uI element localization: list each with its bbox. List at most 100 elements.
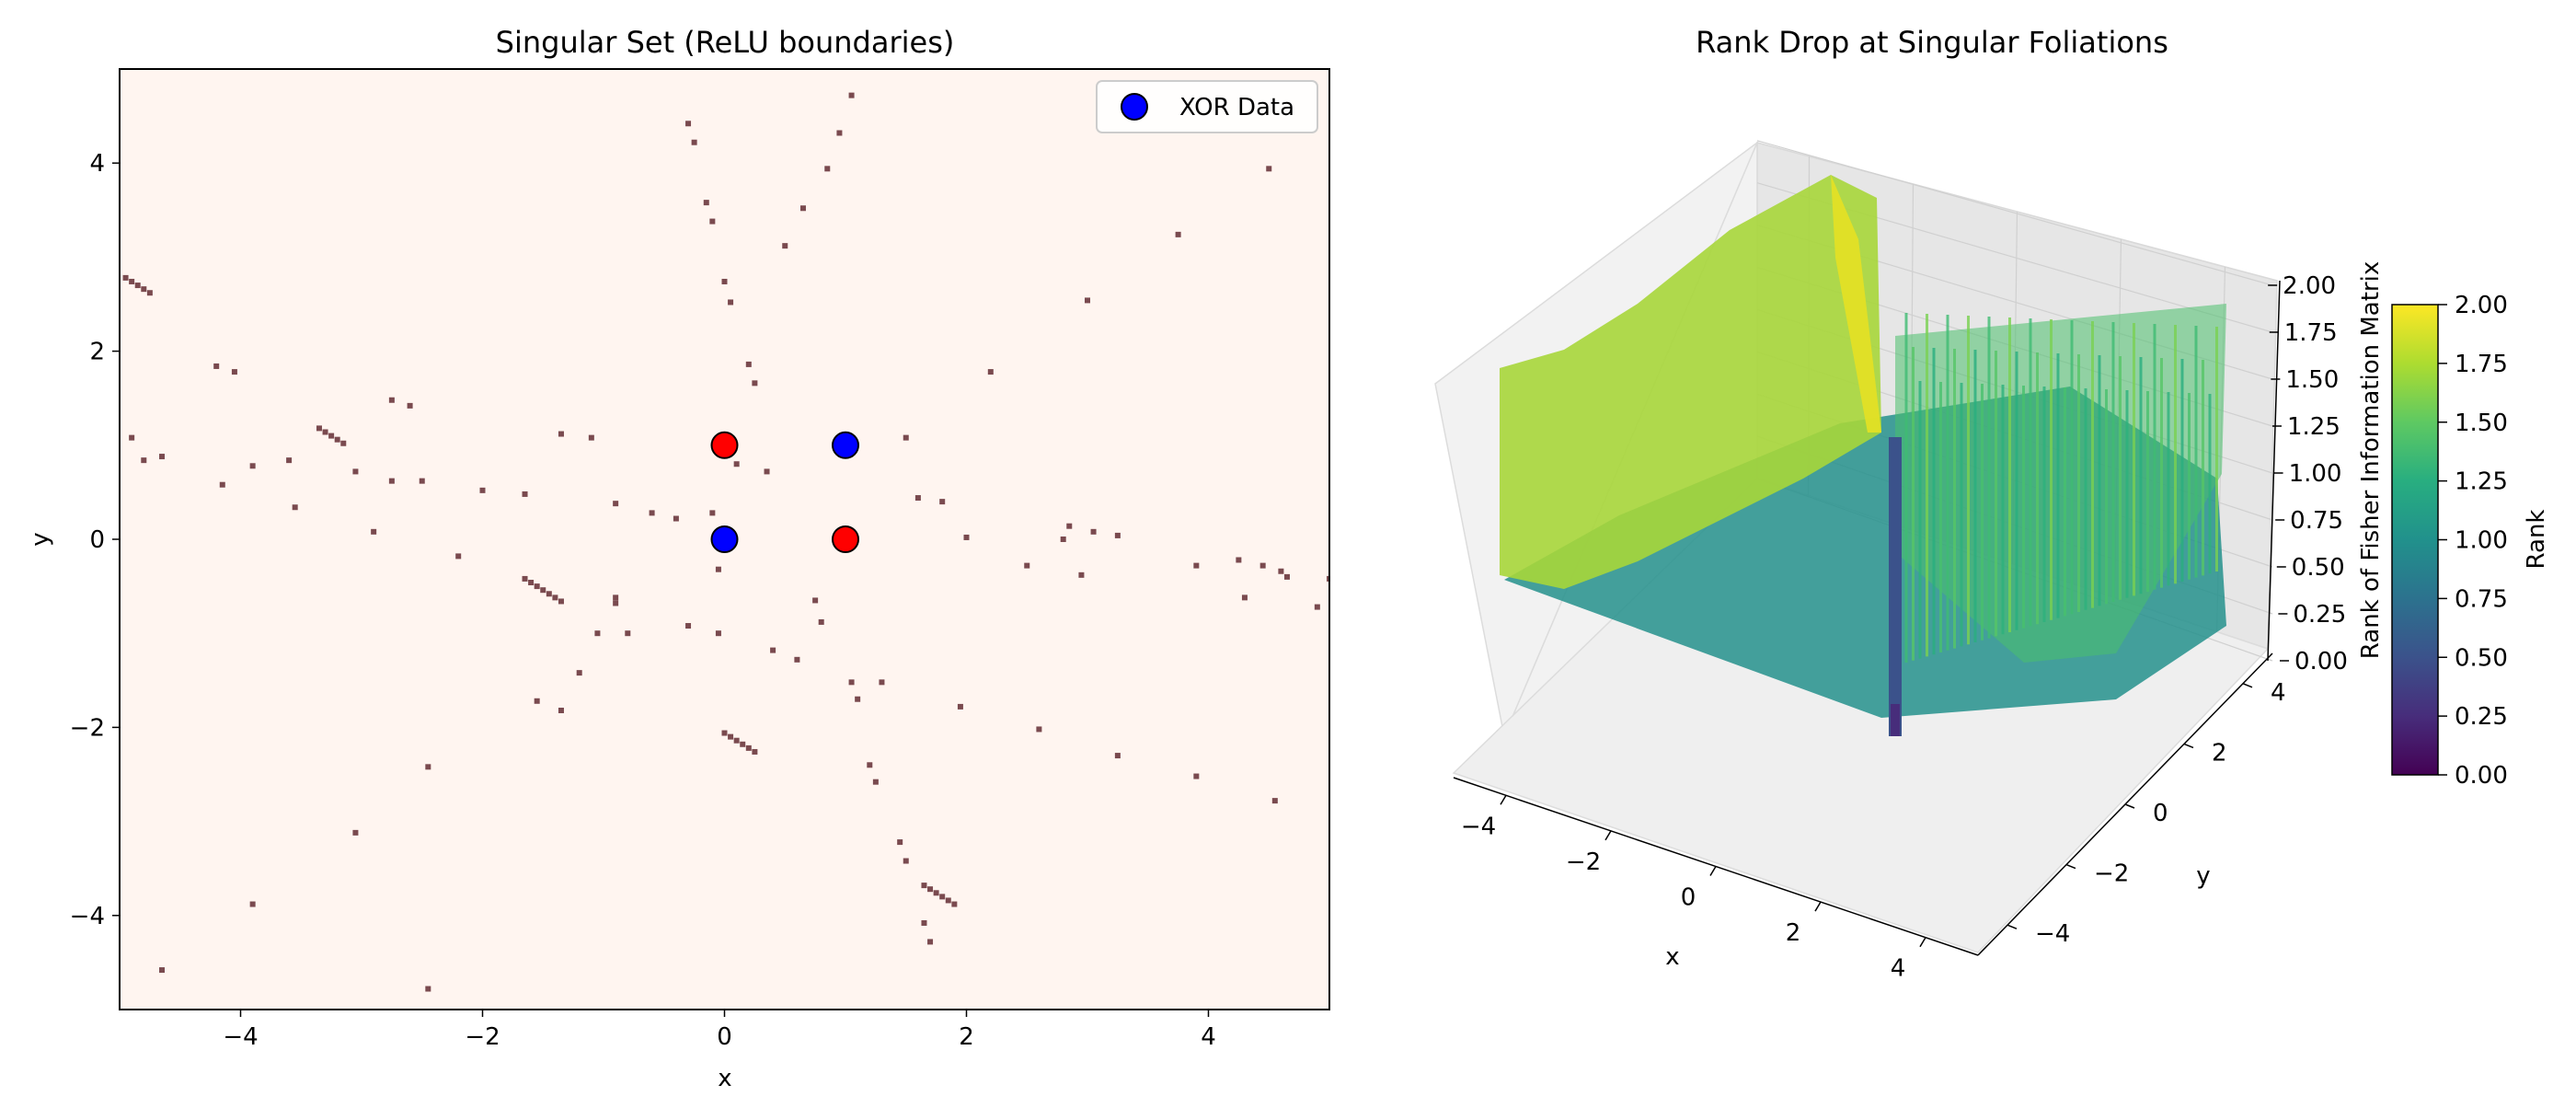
legend-box [1096,80,1318,133]
z-tick-label: 1.25 [2287,413,2340,441]
singular-point [625,630,631,637]
singular-point [721,730,728,736]
colorbar-tick-label: 1.00 [2455,527,2508,555]
singular-point [728,299,734,306]
singular-point [872,779,879,785]
singular-point [159,454,166,460]
singular-point [1266,166,1272,172]
singular-point [219,481,225,488]
colorbar-tick-label: 1.75 [2455,351,2508,378]
singular-point [1236,557,1242,563]
singular-point [522,575,528,582]
y3d-tick-label: −2 [2094,860,2129,888]
singular-point [745,744,752,751]
singular-point [903,434,909,441]
singular-point [782,243,788,249]
singular-point [1090,528,1097,535]
colorbar-tick-label: 0.75 [2455,585,2508,613]
x-tick-label: 4 [1201,1023,1216,1051]
singular-point [122,274,129,281]
singular-point [540,587,546,594]
y3d-tick-mark [2065,863,2076,870]
singular-point [812,597,819,604]
singular-point [740,741,746,747]
singular-point [558,598,564,605]
singular-point [1193,562,1200,569]
singular-point [1241,594,1248,601]
singular-point [328,433,335,439]
singular-point [685,121,692,127]
singular-point [752,380,758,387]
singular-point [213,363,220,369]
singular-point [951,901,958,907]
singular-point [1283,573,1290,580]
singular-point [649,510,655,516]
singular-point [903,858,909,864]
singular-point [879,679,885,686]
z-tick-label: 2.00 [2283,272,2336,300]
singular-point [286,457,293,464]
xor-data-point [710,525,739,553]
singular-point [709,218,716,225]
singular-point [1066,523,1073,529]
left-y-axis-label: y [27,532,54,546]
y3d-tick-label: −4 [2035,920,2070,948]
singular-point [673,515,679,522]
singular-point [388,397,395,403]
x3d-tick-mark [1500,794,1507,805]
singular-point [848,679,855,686]
z-tick-label: 0.00 [2294,648,2348,675]
singular-point [927,886,934,893]
y3d-tick-label: 0 [2153,800,2168,827]
singular-point [927,939,934,945]
singular-point [957,703,963,710]
singular-point [146,290,153,296]
y-tick-label: 2 [89,339,105,366]
singular-point [129,278,135,284]
z-tick-label: 0.50 [2292,554,2345,582]
singular-point [1175,231,1181,237]
singular-point [594,630,601,637]
singular-point [425,986,431,992]
y3d-tick-label: 2 [2212,739,2227,767]
legend: XOR Data [1096,80,1318,133]
singular-point [721,278,728,284]
left-x-ticks: −4 −2 0 2 4 [223,1010,1216,1051]
x3d-tick-label: 0 [1681,884,1696,912]
singular-point [613,594,619,601]
singular-point [249,463,256,469]
right-chart: Rank Drop at Singular Foliations 0.00 0.2… [1434,25,2550,983]
z-tick-label: 0.75 [2290,507,2343,535]
rank-drop-bottom [1891,704,1900,736]
singular-point [939,499,946,505]
singular-point [425,764,431,770]
colorbar-tick-label: 0.00 [2455,762,2508,790]
x-tick-label: 2 [959,1023,974,1051]
singular-point [1060,537,1066,542]
z-tick-label: 1.50 [2285,366,2339,394]
x-tick-label: −4 [223,1023,258,1051]
x3d-tick-mark [1604,830,1612,841]
singular-point [316,425,322,432]
singular-point [818,618,824,625]
singular-point [546,591,552,597]
left-y-ticks: −4 −2 0 2 4 [70,150,120,930]
z-axis-ticks: 0.00 0.25 0.50 0.75 1.00 1.25 1.50 1.75 2.00 [2268,272,2348,675]
singular-point [558,431,564,437]
colorbar-tick-label: 0.50 [2455,644,2508,672]
x3d-tick-mark [1919,937,1926,948]
singular-point [867,762,873,768]
x3d-tick-label: 2 [1786,919,1801,947]
colorbar-tick-label: 2.00 [2455,292,2508,319]
singular-point [576,670,582,676]
singular-point [715,566,721,572]
singular-point [963,534,970,540]
y-tick-label: −2 [70,714,105,742]
x-axis-label-3d: x [1665,943,1679,971]
singular-point [528,580,535,586]
singular-point [945,897,951,904]
singular-point [231,369,237,375]
singular-point [824,166,831,172]
singular-point [129,434,135,441]
colorbar: 0.00 0.25 0.50 0.75 1.00 1.25 1.50 1.75 2.00 Ran… [2391,292,2550,790]
